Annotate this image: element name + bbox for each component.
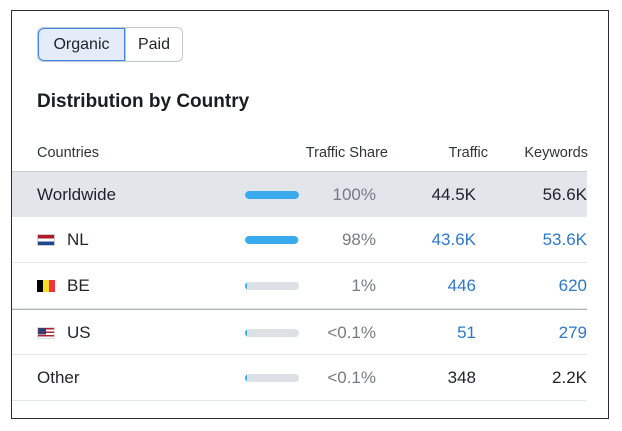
traffic-share-bar: [245, 191, 299, 199]
country-name: Other: [37, 368, 80, 387]
keywords-value: 2.2K: [552, 368, 587, 387]
keywords-link[interactable]: 279: [558, 323, 587, 342]
keywords-link[interactable]: 53.6K: [542, 230, 587, 249]
table-row-nl[interactable]: NL 98% 43.6K 53.6K: [12, 217, 587, 263]
table-header: Countries Traffic Share Traffic Keywords: [37, 145, 588, 171]
country-name: BE: [67, 276, 90, 295]
traffic-share-percent: 98%: [341, 230, 376, 249]
traffic-share-percent: <0.1%: [327, 368, 376, 387]
traffic-share-bar-fill: [245, 191, 299, 199]
column-header-countries[interactable]: Countries: [37, 145, 100, 161]
traffic-share-bar-fill: [245, 374, 247, 382]
traffic-share-bar: [245, 374, 299, 382]
organic-toggle-button[interactable]: Organic: [38, 28, 125, 61]
country-name: NL: [67, 230, 89, 249]
traffic-share-bar: [245, 329, 299, 337]
table-row-other[interactable]: Other <0.1% 348 2.2K: [12, 355, 587, 401]
traffic-share-bar: [245, 282, 299, 290]
traffic-value: 44.5K: [431, 185, 476, 204]
table-row-be[interactable]: BE 1% 446 620: [12, 263, 587, 309]
traffic-link[interactable]: 43.6K: [431, 230, 476, 249]
widget-title: Distribution by Country: [37, 91, 250, 112]
traffic-share-bar: [245, 236, 299, 244]
country-cell: BE: [37, 263, 90, 309]
country-distribution-widget: Organic Paid Distribution by Country Cou…: [11, 10, 609, 419]
flag-usa-icon: [37, 327, 55, 339]
flag-belgium-icon: [37, 280, 55, 292]
traffic-value: 348: [447, 368, 476, 387]
flag-netherlands-icon: [37, 234, 55, 246]
traffic-share-percent: 100%: [332, 185, 376, 204]
keywords-value: 56.6K: [542, 185, 587, 204]
organic-paid-toggle: Organic Paid: [37, 27, 183, 62]
column-header-traffic-share[interactable]: Traffic Share: [305, 145, 388, 161]
column-header-keywords[interactable]: Keywords: [524, 145, 588, 161]
country-table: Worldwide 100% 44.5K 56.6K NL 98% 43.6K …: [12, 171, 587, 401]
country-cell: NL: [37, 217, 89, 263]
traffic-share-bar-fill: [245, 329, 247, 337]
paid-toggle-button[interactable]: Paid: [125, 28, 182, 61]
traffic-share-percent: <0.1%: [327, 323, 376, 342]
traffic-link[interactable]: 446: [447, 276, 476, 295]
traffic-link[interactable]: 51: [457, 323, 476, 342]
table-row-worldwide[interactable]: Worldwide 100% 44.5K 56.6K: [12, 171, 587, 217]
traffic-share-percent: 1%: [351, 276, 376, 295]
keywords-link[interactable]: 620: [558, 276, 587, 295]
country-cell: US: [37, 310, 91, 356]
traffic-share-bar-fill: [245, 236, 298, 244]
table-row-us[interactable]: US <0.1% 51 279: [12, 309, 587, 355]
column-header-traffic[interactable]: Traffic: [448, 145, 488, 161]
country-name: Worldwide: [37, 185, 117, 204]
traffic-share-bar-fill: [245, 282, 247, 290]
country-name: US: [67, 323, 91, 342]
